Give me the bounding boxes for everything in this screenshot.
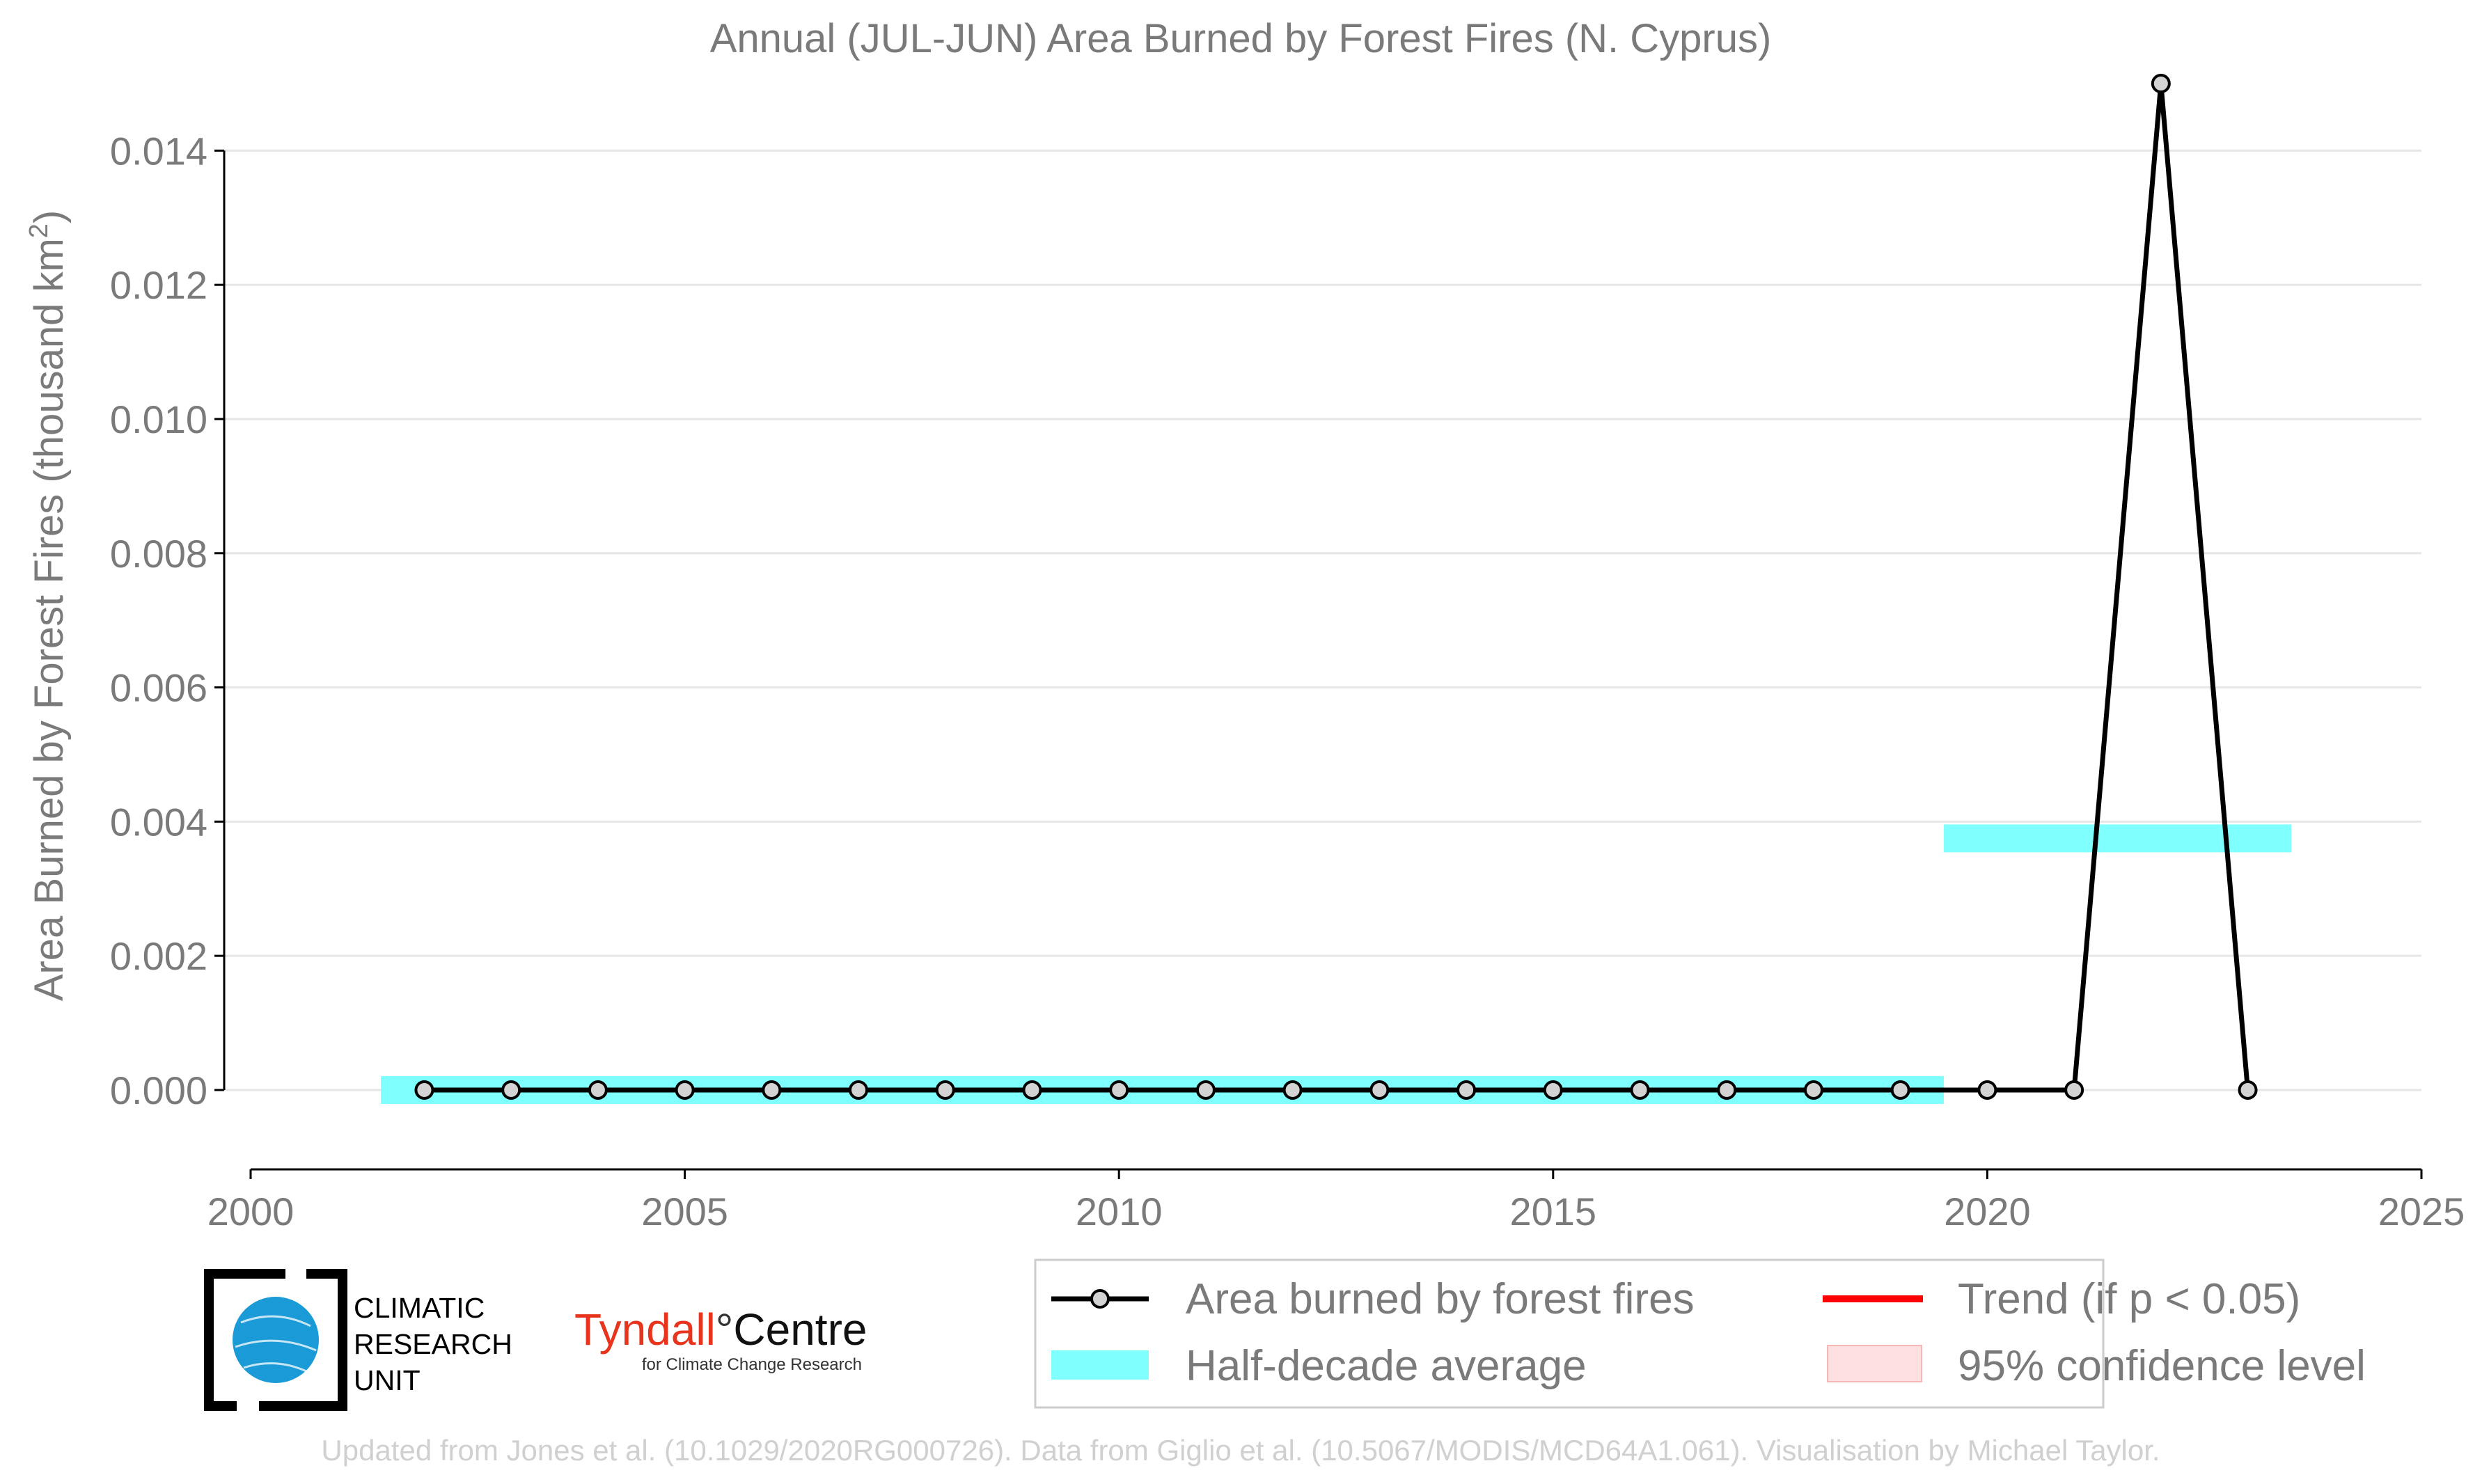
tyndall-degree: ° bbox=[716, 1304, 734, 1355]
x-tick-label: 2005 bbox=[641, 1190, 728, 1233]
y-tick-label: 0.012 bbox=[110, 263, 207, 307]
y-axis-label: Area Burned by Forest Fires (thousand km… bbox=[24, 210, 72, 1002]
data-point bbox=[588, 1080, 608, 1100]
data-point bbox=[849, 1080, 869, 1100]
legend-label-trend: Trend (if p < 0.05) bbox=[1958, 1275, 2300, 1323]
data-point bbox=[501, 1080, 521, 1100]
data-point bbox=[935, 1080, 955, 1100]
data-point bbox=[2151, 74, 2171, 93]
data-point bbox=[675, 1080, 695, 1100]
y-axis-label-sup: 2 bbox=[24, 223, 54, 238]
y-tick-label: 0.000 bbox=[110, 1068, 207, 1112]
data-point bbox=[1890, 1080, 1910, 1100]
x-tick-label: 2020 bbox=[1944, 1190, 2031, 1233]
y-axis-label-close: ) bbox=[26, 210, 72, 223]
series-line bbox=[424, 81, 2251, 1093]
cru-globe-lines bbox=[235, 1315, 317, 1373]
half-decade-average-bars bbox=[381, 824, 2291, 1104]
cru-text-line1: CLIMATIC bbox=[354, 1292, 485, 1324]
y-tick-label: 0.004 bbox=[110, 800, 207, 844]
cru-logo: CLIMATIC RESEARCH UNIT bbox=[204, 1269, 512, 1411]
legend-swatch-half-decade-average bbox=[1051, 1350, 1149, 1380]
x-tick-label: 2010 bbox=[1076, 1190, 1163, 1233]
tyndall-word: Tyndall bbox=[574, 1304, 716, 1355]
data-point bbox=[1109, 1080, 1129, 1100]
y-axis-label-main: Area Burned by Forest Fires (thousand km bbox=[26, 238, 72, 1001]
legend: Area burned by forest fires Trend (if p … bbox=[1034, 1258, 2366, 1409]
data-point bbox=[1630, 1080, 1650, 1100]
half-decade-average-bar bbox=[1944, 824, 2291, 853]
data-point bbox=[1195, 1080, 1216, 1100]
grid-lines bbox=[224, 149, 2421, 1091]
data-point bbox=[1369, 1080, 1390, 1100]
cru-text-line2: RESEARCH bbox=[354, 1328, 512, 1360]
data-point bbox=[1543, 1080, 1563, 1100]
legend-swatch-confidence bbox=[1827, 1345, 1922, 1382]
axes: 0.000 0.002 0.004 0.006 0.008 0.010 0.012 0.014… bbox=[110, 129, 2465, 1233]
footer-credit: Updated from Jones et al. (10.1029/2020R… bbox=[321, 1434, 2160, 1467]
data-point bbox=[1282, 1080, 1303, 1100]
x-tick-label: 2025 bbox=[2378, 1190, 2465, 1233]
data-point bbox=[1022, 1080, 1042, 1100]
cru-logo-frame-right bbox=[259, 1269, 347, 1411]
cru-text-line3: UNIT bbox=[354, 1364, 421, 1396]
tyndall-logo: Tyndall°Centre for Climate Change Resear… bbox=[574, 1304, 867, 1374]
cru-logo-frame bbox=[204, 1269, 285, 1411]
legend-label-half-decade-average: Half-decade average bbox=[1186, 1342, 1587, 1390]
data-point bbox=[762, 1080, 782, 1100]
y-tick-label: 0.002 bbox=[110, 934, 207, 978]
tyndall-subtitle: for Climate Change Research bbox=[642, 1355, 862, 1374]
y-tick-label: 0.010 bbox=[110, 397, 207, 441]
y-tick-label: 0.008 bbox=[110, 532, 207, 576]
tyndall-wordmark: Tyndall°Centre bbox=[574, 1304, 867, 1355]
legend-box bbox=[1034, 1258, 2105, 1409]
data-point bbox=[1977, 1080, 1997, 1100]
legend-label-area-burned: Area burned by forest fires bbox=[1186, 1275, 1695, 1323]
x-tick-label: 2000 bbox=[207, 1190, 294, 1233]
legend-label-confidence: 95% confidence level bbox=[1958, 1342, 2366, 1390]
data-point bbox=[414, 1080, 434, 1100]
chart-title: Annual (JUL-JUN) Area Burned by Forest F… bbox=[710, 16, 1772, 61]
y-tick-label: 0.006 bbox=[110, 666, 207, 710]
data-point bbox=[2064, 1080, 2084, 1100]
x-tick-label: 2015 bbox=[1510, 1190, 1597, 1233]
series-area-burned bbox=[414, 74, 2258, 1100]
data-point bbox=[2238, 1080, 2258, 1100]
data-point bbox=[1717, 1080, 1737, 1100]
tyndall-centre-word: Centre bbox=[733, 1304, 867, 1355]
data-point bbox=[1803, 1080, 1823, 1100]
y-tick-label: 0.014 bbox=[110, 129, 207, 173]
legend-swatch-area-burned-marker bbox=[1090, 1289, 1110, 1309]
data-point bbox=[1456, 1080, 1477, 1100]
